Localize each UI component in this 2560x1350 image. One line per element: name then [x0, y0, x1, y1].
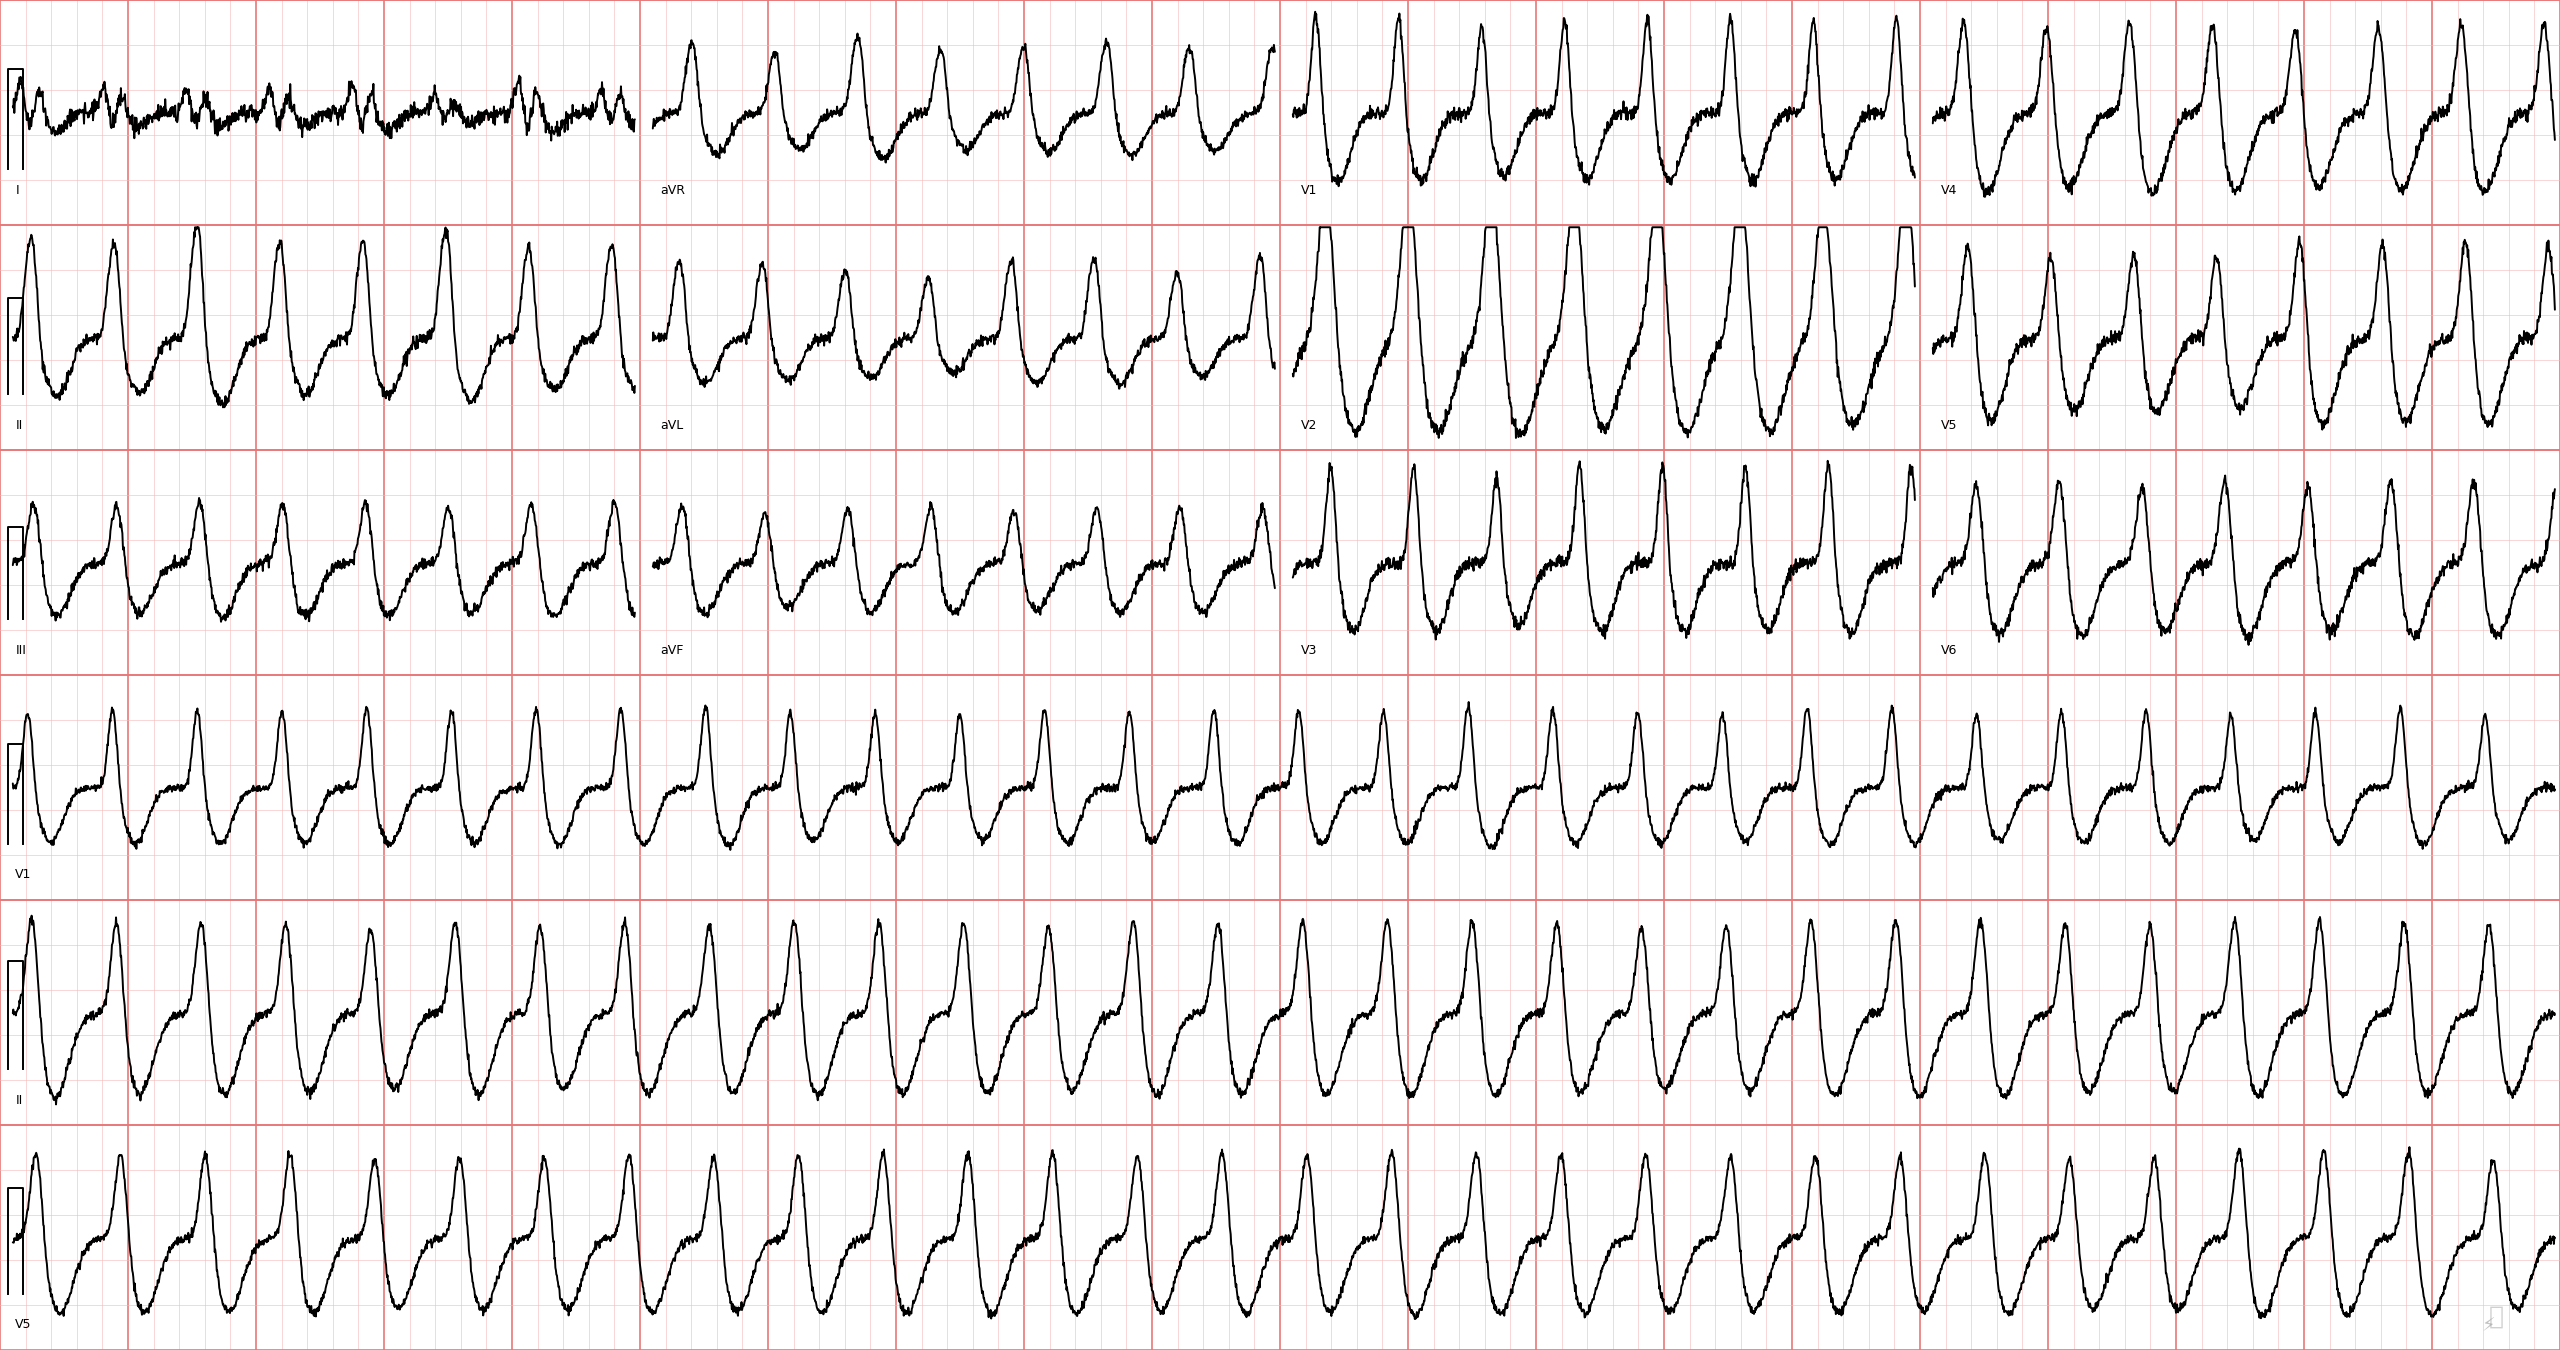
Text: V4: V4	[1940, 185, 1956, 197]
Text: ⚡: ⚡	[2481, 1316, 2496, 1335]
Text: II: II	[15, 418, 23, 432]
Text: V5: V5	[15, 1319, 31, 1331]
Text: V3: V3	[1300, 644, 1316, 656]
Text: aVR: aVR	[660, 185, 686, 197]
Text: aVF: aVF	[660, 644, 684, 656]
Text: V5: V5	[1940, 418, 1956, 432]
Text: I: I	[15, 185, 18, 197]
Text: V1: V1	[1300, 185, 1316, 197]
Text: III: III	[15, 644, 26, 656]
Text: aVL: aVL	[660, 418, 684, 432]
Text: V6: V6	[1940, 644, 1956, 656]
Text: II: II	[15, 1094, 23, 1107]
Text: V2: V2	[1300, 418, 1316, 432]
Text: 🐂: 🐂	[2488, 1304, 2504, 1328]
Text: V1: V1	[15, 868, 31, 882]
